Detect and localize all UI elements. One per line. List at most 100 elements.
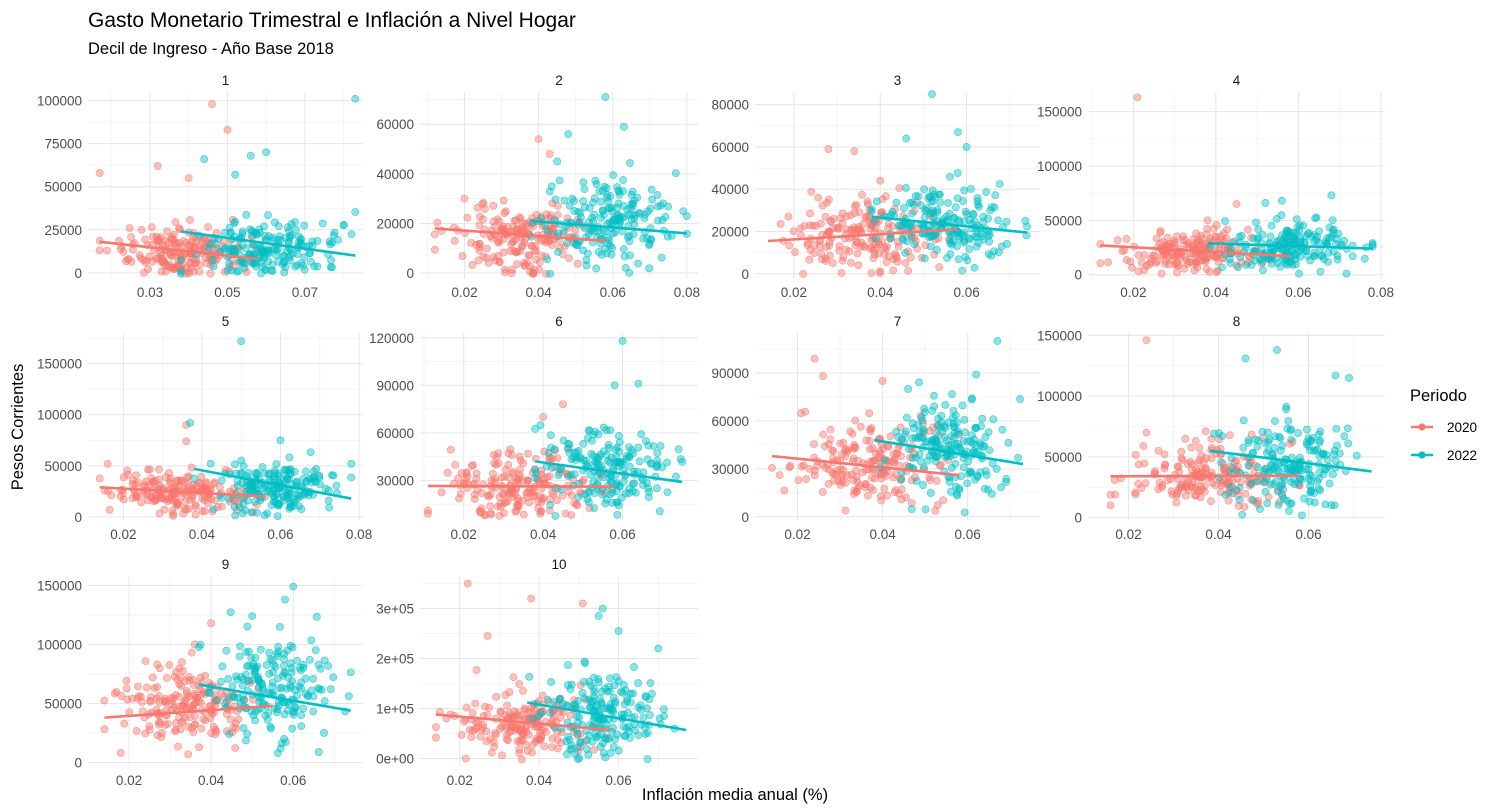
x-tick-label: 0.04 <box>189 527 216 542</box>
data-point <box>238 478 246 487</box>
data-point <box>217 677 225 686</box>
data-point <box>1310 251 1319 260</box>
data-point <box>443 468 452 477</box>
data-point <box>645 264 654 273</box>
data-point <box>853 249 862 258</box>
data-point <box>1228 464 1237 473</box>
data-point <box>293 261 302 269</box>
data-point <box>140 268 148 277</box>
data-point <box>272 708 281 717</box>
data-point <box>821 257 830 265</box>
data-point <box>204 223 212 231</box>
data-point <box>224 675 233 683</box>
data-point <box>145 722 154 730</box>
x-tick-label: 0.02 <box>451 527 477 542</box>
data-point <box>593 455 602 464</box>
data-point <box>491 222 500 231</box>
data-point <box>301 467 310 476</box>
series-points-2020 <box>100 619 263 759</box>
data-point <box>243 662 252 671</box>
data-point <box>932 246 941 254</box>
data-point <box>224 494 233 503</box>
data-point <box>616 219 624 227</box>
data-point <box>558 250 567 259</box>
legend-label: 2020 <box>1447 420 1477 435</box>
data-point <box>593 472 602 480</box>
data-point <box>789 227 798 236</box>
y-tick-label: 3e+05 <box>376 602 414 617</box>
data-point <box>566 711 575 720</box>
data-point <box>866 445 874 453</box>
data-point <box>884 219 893 228</box>
data-point <box>1238 510 1247 519</box>
x-tick-label: 0.02 <box>110 527 136 542</box>
data-point <box>176 725 185 734</box>
data-point <box>936 198 945 207</box>
y-tick-label: 0 <box>1074 268 1082 283</box>
data-point <box>971 217 979 226</box>
data-point <box>900 204 908 212</box>
data-point <box>542 270 550 278</box>
data-point <box>958 401 967 410</box>
data-point <box>1128 263 1136 272</box>
data-point <box>613 510 622 519</box>
data-point <box>289 502 298 510</box>
data-point <box>268 682 277 691</box>
data-point <box>172 251 181 260</box>
data-point <box>123 255 132 264</box>
data-point <box>509 673 518 682</box>
data-point <box>100 725 109 734</box>
data-point <box>643 729 652 738</box>
data-point <box>134 478 142 487</box>
data-point <box>200 155 209 164</box>
data-point <box>580 185 589 194</box>
data-point <box>835 242 844 251</box>
data-point <box>198 507 207 515</box>
data-point <box>963 256 972 265</box>
facet-panel-7: 0.02 0.04 0.06 0 30000 60000 90000 7 <box>711 314 1040 542</box>
data-point <box>208 100 216 108</box>
x-tick-label: 0.04 <box>1203 285 1230 300</box>
data-point <box>511 247 520 256</box>
data-point <box>901 248 910 257</box>
data-point <box>1113 236 1122 245</box>
data-point <box>537 497 546 506</box>
data-point <box>543 472 552 481</box>
data-point <box>601 753 610 762</box>
data-point <box>499 222 508 231</box>
data-point <box>1333 441 1342 450</box>
data-point <box>1310 237 1319 246</box>
y-tick-label: 50000 <box>44 180 82 195</box>
data-point <box>613 730 622 739</box>
series-points-2022 <box>527 93 691 278</box>
facet-panel-3: 0.02 0.04 0.06 0 20000 40000 60000 80000 3 <box>711 73 1040 300</box>
data-point <box>484 259 493 267</box>
data-point <box>1287 435 1296 444</box>
data-point <box>785 463 794 472</box>
data-point <box>177 269 185 278</box>
data-point <box>606 674 614 683</box>
data-point <box>119 489 127 498</box>
data-point <box>430 245 439 254</box>
data-point <box>314 684 323 693</box>
y-tick-label: 150000 <box>1037 328 1082 343</box>
data-point <box>127 257 136 266</box>
data-point <box>590 504 599 513</box>
data-point <box>888 222 897 231</box>
data-point <box>960 508 969 517</box>
data-point <box>1264 438 1273 446</box>
data-point <box>619 458 628 467</box>
data-point <box>1323 234 1332 243</box>
data-point <box>1310 231 1318 240</box>
data-point <box>599 716 608 725</box>
data-point <box>177 256 185 265</box>
data-point <box>286 465 295 474</box>
x-tick-label: 0.06 <box>605 773 631 788</box>
data-point <box>554 744 562 753</box>
data-point <box>921 505 930 514</box>
data-point <box>273 649 281 658</box>
data-point <box>107 491 116 500</box>
data-point <box>137 225 146 234</box>
data-point <box>590 227 599 236</box>
data-point <box>1279 246 1288 255</box>
